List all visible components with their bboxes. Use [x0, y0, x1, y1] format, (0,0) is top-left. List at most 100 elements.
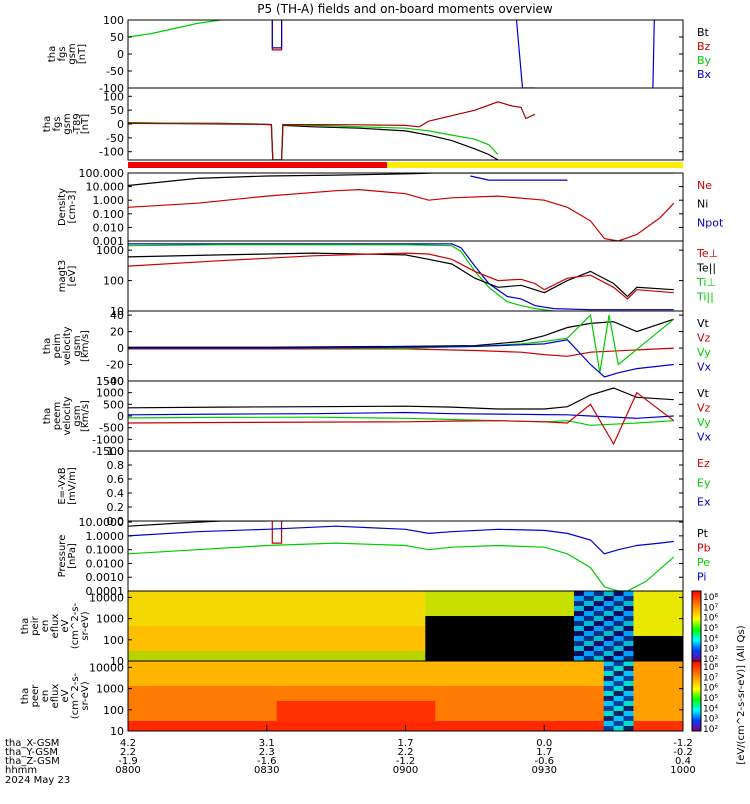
y-axis-label: gsm: [62, 113, 73, 134]
legend-Bt: Bt: [697, 26, 710, 39]
y-tick-label: 0.001: [93, 235, 125, 248]
y-axis-label: [nT]: [77, 44, 88, 64]
y-tick-label: 10: [110, 725, 124, 738]
chart-title: P5 (TH-A) fields and on-board moments ov…: [257, 2, 553, 16]
series-temperature-Te-2: [128, 252, 674, 298]
y-tick-label: 10.0000: [79, 516, 125, 529]
x-tick-label: 0830: [254, 765, 279, 776]
y-axis-label: en: [40, 690, 51, 703]
legend-Ti: Ti||: [696, 291, 714, 304]
series-fgs-Bx-3: [515, 20, 535, 88]
y-axis-label: tha: [42, 116, 53, 132]
x-row-label: tha_Y-GSM: [5, 747, 58, 758]
legend-Vz: Vz: [697, 402, 711, 415]
y-tick-label: -100: [99, 82, 124, 95]
y-axis-label: eV: [60, 619, 71, 632]
y-axis-label: [km/s]: [80, 400, 91, 432]
x-tick-label: 1000: [670, 765, 695, 776]
y-axis-label: E=-VxB: [57, 467, 68, 504]
x-tick-label: 0800: [115, 765, 140, 776]
y-axis-label: tha: [47, 46, 58, 62]
series-temperature-Ti-1: [128, 244, 554, 311]
y-axis-label: eV: [60, 689, 71, 702]
y-tick-label: 10000: [89, 591, 124, 604]
y-tick-label: 0.0: [107, 515, 125, 528]
y-tick-label: 100: [103, 634, 124, 647]
colorbar-tick-label: 10⁸: [703, 593, 718, 603]
colorbar-tick-label: 10⁶: [703, 684, 718, 694]
y-axis-label: peer: [30, 684, 41, 708]
x-tick-label: 1.7: [536, 747, 552, 758]
legend-Ti: Ti⊥: [696, 276, 716, 289]
series-pressure-Pe-3: [128, 542, 675, 591]
y-tick-label: 10: [110, 305, 124, 318]
y-tick-label: 10.000: [86, 181, 125, 194]
series-peim-velocity-Vz-1: [128, 347, 674, 357]
legend-Pe: Pe: [697, 556, 710, 569]
y-axis-label: Density: [57, 188, 68, 226]
y-tick-label: 0.4: [107, 487, 125, 500]
y-tick-label: 1500: [96, 375, 124, 388]
y-axis-label: [km/s]: [80, 330, 91, 362]
y-axis-label: eflux: [50, 684, 61, 709]
x-tick-label: 0900: [393, 765, 418, 776]
legend-Vz: Vz: [697, 332, 711, 345]
y-axis-label: en: [40, 620, 51, 633]
x-tick-label: -1.2: [396, 756, 416, 767]
x-tick-label: -1.6: [257, 756, 277, 767]
y-axis-label: gsm: [72, 405, 83, 426]
series-peem-velocity-Vt-0: [128, 387, 674, 410]
y-tick-label: 1.0000: [86, 530, 125, 543]
legend-Vy: Vy: [697, 346, 711, 359]
y-tick-label: 1.0: [107, 445, 125, 458]
series-fgs-t89-red-2: [128, 101, 536, 160]
colorbar-peer-en: [691, 660, 702, 732]
series-pressure-Pi-2: [128, 525, 674, 555]
legend-Vy: Vy: [697, 416, 711, 429]
y-tick-label: 500: [103, 398, 124, 411]
x-tick-label: 1.7: [398, 738, 414, 749]
colorbar-tick-label: 10²: [703, 655, 718, 665]
y-tick-label: 0: [117, 342, 124, 355]
series-fgs-Bx-2: [271, 20, 283, 49]
series-peem-velocity-Vx-1: [128, 411, 674, 419]
series-peim-velocity-Vy-2: [128, 313, 675, 373]
colorbar-tick-label: 10⁸: [703, 663, 718, 673]
colorbar-tick-label: 10⁵: [703, 694, 718, 704]
y-axis-label: tha: [20, 688, 31, 704]
y-axis-label: sr-eV): [80, 611, 91, 640]
y-tick-label: 40: [110, 309, 124, 322]
y-axis-label: [cm-3]: [67, 190, 78, 223]
colorbar-tick-label: 10⁷: [703, 603, 718, 613]
y-tick-label: 1000: [96, 387, 124, 400]
y-axis-label: (cm^2-s-: [70, 602, 81, 649]
y-tick-label: 0.2: [107, 501, 125, 514]
y-tick-label: 1.000: [93, 194, 125, 207]
legend-Npot: Npot: [697, 216, 724, 229]
y-axis-label: [nT]: [80, 114, 91, 134]
y-tick-label: 0.0001: [86, 585, 125, 598]
legend-Vx: Vx: [697, 361, 712, 374]
y-axis-label: fgs: [57, 46, 68, 61]
mode-bar: [128, 162, 683, 168]
y-tick-label: 0.1000: [86, 544, 125, 557]
y-tick-label: 50: [110, 31, 124, 44]
y-axis-label: tha: [20, 618, 31, 634]
legend-Ni: Ni: [697, 198, 708, 211]
colorbar-title: [eV/(cm^2-s-sr-eV)] (All Qs): [736, 625, 747, 764]
series-peim-velocity-Vx-3: [128, 339, 674, 378]
x-tick-label: 2.3: [259, 747, 275, 758]
y-axis-label: tha: [42, 408, 53, 424]
y-tick-label: 50: [110, 104, 124, 117]
x-tick-label: 2.2: [398, 747, 414, 758]
y-axis-label: [mV/m]: [67, 467, 78, 505]
series-fgs-By-0: [128, 20, 221, 38]
series-temperature-Te-3: [128, 252, 674, 300]
